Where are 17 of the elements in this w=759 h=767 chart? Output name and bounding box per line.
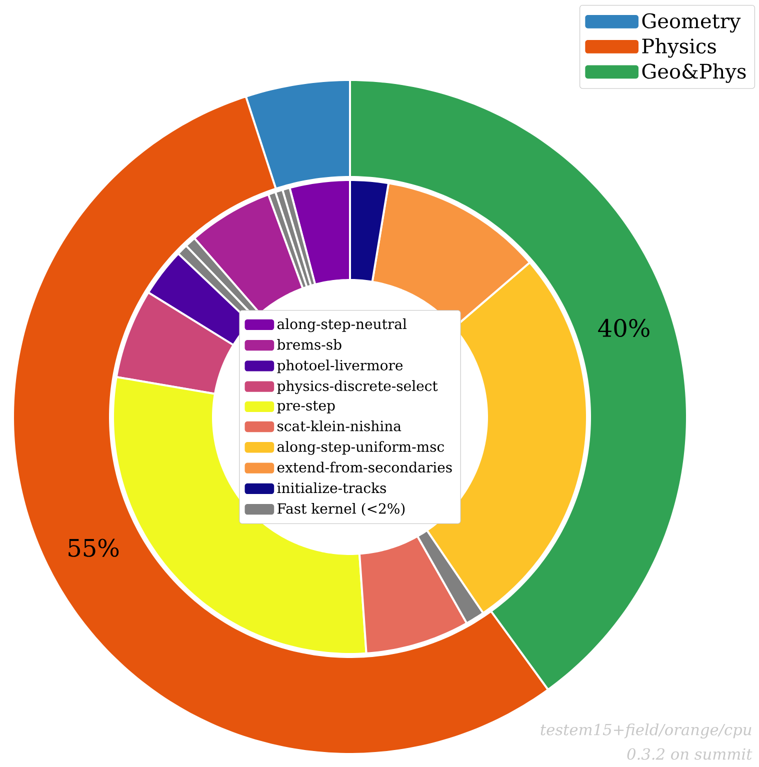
- legend-label: photoel-livermore: [277, 360, 403, 374]
- data-label: 55%: [68, 538, 119, 557]
- text: testem15+field/orange/cpu: [540, 723, 752, 739]
- legend-label: Physics: [642, 38, 716, 58]
- legend-label: scat-klein-nishina: [278, 420, 402, 432]
- legend-label: Geometry: [642, 13, 741, 33]
- legend-label: Geo&Phys: [642, 63, 746, 83]
- legend-label: brems-sb: [277, 339, 342, 350]
- legend-label: physics-discrete-select: [277, 380, 438, 394]
- legend-label: extend-from-secondaries: [277, 462, 452, 473]
- legend-label: initialize-tracks: [277, 482, 386, 494]
- legend-label: along-step-neutral: [277, 318, 407, 332]
- data-label: 40%: [598, 318, 650, 338]
- text: 0.3.2 on summit: [627, 748, 752, 760]
- legend-label: Fast kernel (<2%): [278, 502, 405, 516]
- legend-label: along-step-uniform-msc: [277, 441, 444, 455]
- legend-label: pre-step: [277, 400, 335, 414]
